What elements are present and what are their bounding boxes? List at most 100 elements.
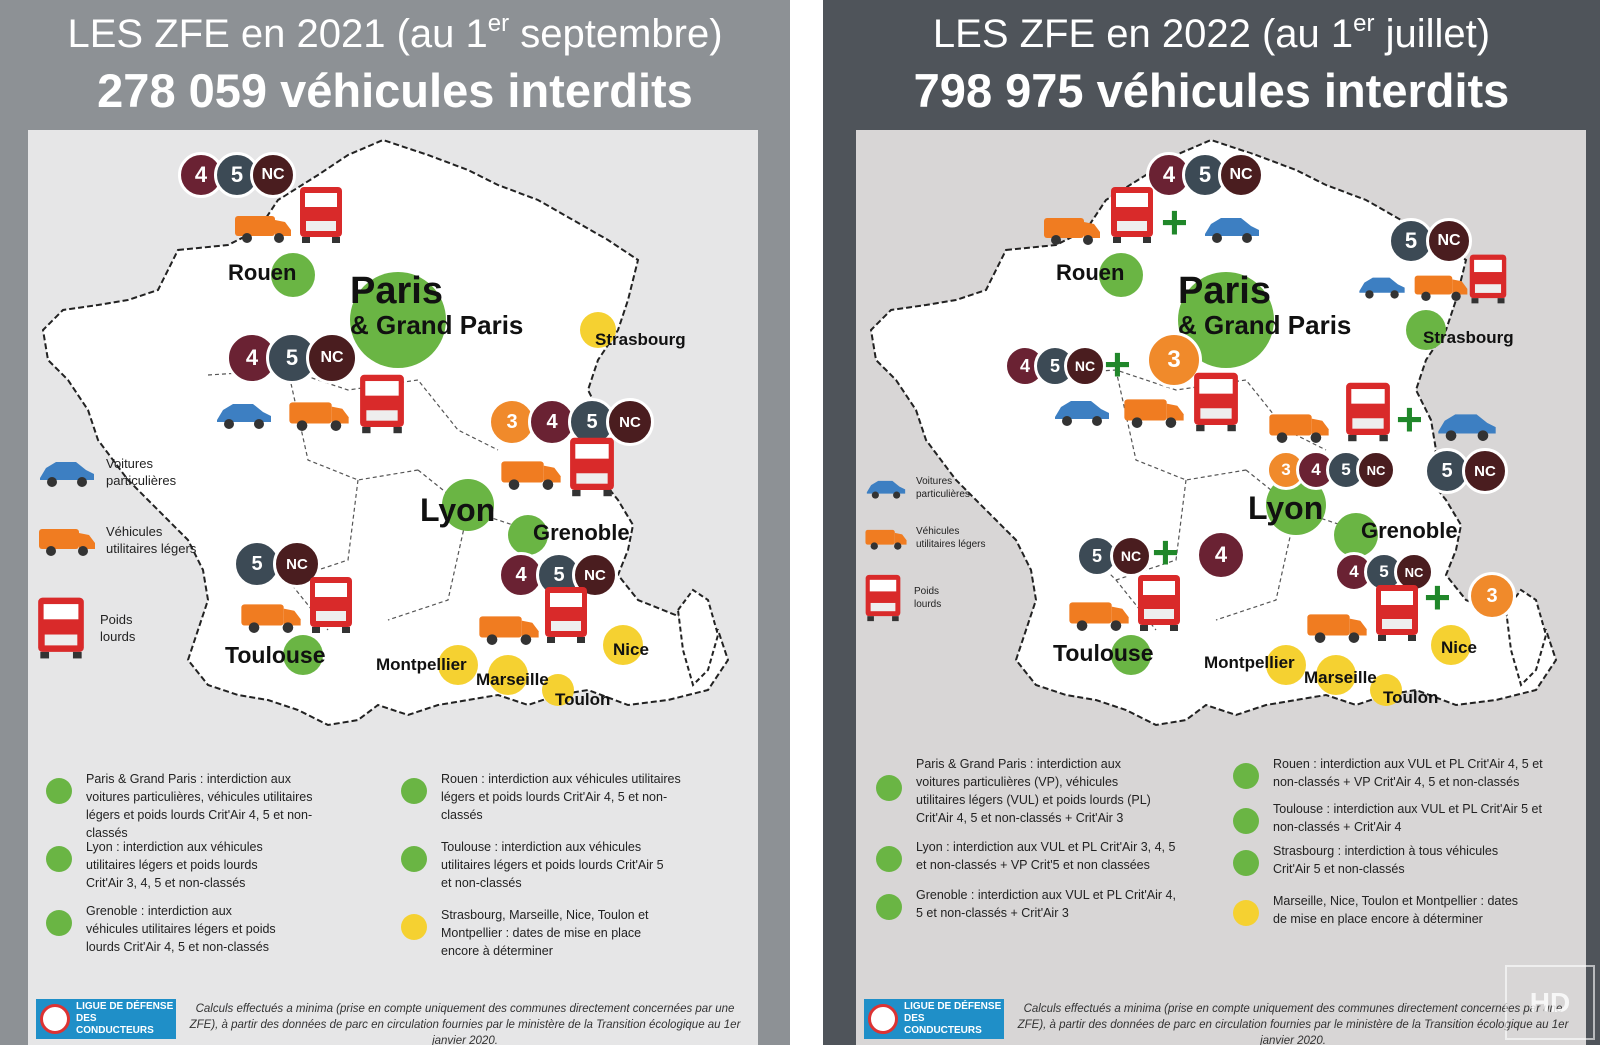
green-dot <box>401 778 427 804</box>
legend-item-grenoble: Grenoble : interdiction aux véhicules ut… <box>46 902 286 956</box>
critair-nc-badge: NC <box>306 332 358 384</box>
city-grand-paris: & Grand Paris <box>350 310 524 340</box>
van-icon <box>1124 399 1184 428</box>
zone-strasbourg <box>1406 310 1446 350</box>
legend-text: Toulouse : interdiction aux VUL et PL Cr… <box>1273 802 1542 834</box>
zone-toulouse <box>283 635 323 675</box>
car-icon <box>866 480 906 499</box>
legend-text: Grenoble : interdiction aux véhicules ut… <box>86 904 276 954</box>
car-icon <box>217 404 271 429</box>
title-suffix: juillet) <box>1374 12 1491 56</box>
critair-3-badge: 3 <box>488 398 536 446</box>
car-icon <box>1438 414 1496 441</box>
truck-icon <box>1138 575 1180 631</box>
city-rouen: Rouen <box>228 260 297 285</box>
zone-paris <box>350 272 446 368</box>
van-icon <box>1044 218 1100 245</box>
city-grenoble: Grenoble <box>1361 518 1458 543</box>
van-icon <box>1269 414 1329 443</box>
title-sup: er <box>487 10 510 37</box>
legend-text: Grenoble : interdiction aux VUL et PL Cr… <box>916 888 1176 920</box>
zone-grenoble <box>508 515 548 555</box>
van-icon <box>241 604 301 633</box>
green-dot <box>876 846 902 872</box>
legend-item-lyon: Lyon : interdiction aux véhicules utilit… <box>46 838 266 892</box>
legend-item-toulouse: Toulouse : interdiction aux véhicules ut… <box>401 838 671 892</box>
green-dot <box>46 910 72 936</box>
critair-3-badge: 3 <box>1468 572 1516 620</box>
footer: Ligue de défense des conducteurs Calculs… <box>856 995 1586 1045</box>
zone-montpellier <box>438 645 478 685</box>
subtitle-2021: 278 059 véhicules interdits <box>97 64 693 117</box>
legend-vans-label: Véhicules utilitaires légers <box>916 526 986 550</box>
car-icon <box>40 462 94 487</box>
city-grand-paris: & Grand Paris <box>1178 310 1352 340</box>
zone-toulon <box>1370 674 1402 706</box>
car-icon <box>1205 218 1259 243</box>
truck-icon <box>1346 382 1390 442</box>
truck-icon <box>360 374 404 434</box>
legend-item-rouen: Rouen : interdiction aux véhicules utili… <box>401 770 691 824</box>
city-rouen: Rouen <box>1056 260 1125 285</box>
zone-nice <box>1431 625 1471 665</box>
legend-text: Lyon : interdiction aux VUL et PL Crit'A… <box>916 840 1176 872</box>
critair-nc-badge: NC <box>1110 535 1152 577</box>
truck-icon <box>1111 187 1153 243</box>
city-toulouse: Toulouse <box>1053 640 1154 666</box>
legend-text: Lyon : interdiction aux véhicules utilit… <box>86 840 263 890</box>
legend-text: Rouen : interdiction aux véhicules utili… <box>441 772 681 822</box>
green-dot <box>876 775 902 801</box>
green-dot <box>46 846 72 872</box>
logo-text: Ligue de défense des conducteurs <box>76 1001 174 1036</box>
legend-cars-label: Voitures particulières <box>916 476 970 500</box>
zone-rouen <box>1099 253 1143 297</box>
zone-lyon <box>1266 475 1326 535</box>
green-dot <box>401 846 427 872</box>
green-dot <box>1233 850 1259 876</box>
city-nice: Nice <box>1441 638 1477 657</box>
legend-text: Marseille, Nice, Toulon et Montpellier :… <box>1273 894 1519 926</box>
city-paris: Paris <box>350 270 443 312</box>
zone-toulouse <box>1111 635 1151 675</box>
title-sup: er <box>1353 10 1375 37</box>
critair-3-badge: 3 <box>1146 332 1202 388</box>
yellow-dot <box>401 914 427 940</box>
van-icon <box>865 529 907 550</box>
city-toulon: Toulon <box>555 690 611 709</box>
truck-icon <box>865 574 901 622</box>
critair-4-badge: 4 <box>1196 530 1246 580</box>
truck-icon <box>570 437 614 497</box>
legend-item-rouen: Rouen : interdiction aux VUL et PL Crit'… <box>1233 755 1553 791</box>
city-lyon: Lyon <box>1248 490 1324 526</box>
critair-nc-badge: NC <box>1356 450 1396 490</box>
subtitle-2022: 798 975 véhicules interdits <box>913 64 1510 117</box>
zone-lyon <box>442 479 494 531</box>
title-text: LES ZFE en 2021 (au 1 <box>67 12 488 56</box>
city-grenoble: Grenoble <box>533 520 630 545</box>
zone-paris <box>1178 272 1274 368</box>
legend-text: Rouen : interdiction aux VUL et PL Crit'… <box>1273 757 1543 789</box>
title-2021: LES ZFE en 2021 (au 1er septembre) <box>0 10 790 57</box>
city-strasbourg: Strasbourg <box>1423 328 1514 347</box>
van-icon <box>1414 275 1468 302</box>
van-icon <box>1307 614 1367 643</box>
van-icon <box>1069 602 1129 631</box>
legend-text: Paris & Grand Paris : interdiction aux v… <box>916 757 1151 825</box>
legend-text: Toulouse : interdiction aux véhicules ut… <box>441 840 664 890</box>
zone-marseille <box>488 655 528 695</box>
panel-2022: LES ZFE en 2022 (au 1er juillet) 798 975… <box>823 0 1600 1045</box>
title-text: LES ZFE en 2022 (au 1 <box>932 12 1354 56</box>
city-toulouse: Toulouse <box>225 642 326 668</box>
critair-nc-badge: NC <box>1426 218 1472 264</box>
city-lyon: Lyon <box>420 492 496 528</box>
yellow-dot <box>1233 900 1259 926</box>
truck-icon <box>1469 254 1507 304</box>
plus-icon: + <box>1396 393 1423 445</box>
legend-trucks-label: Poids lourds <box>100 612 136 644</box>
city-paris: Paris <box>1178 270 1271 312</box>
title-suffix: septembre) <box>509 12 723 56</box>
zone-strasbourg <box>580 312 616 348</box>
van-icon <box>235 216 291 243</box>
truck-icon <box>545 587 587 643</box>
zone-montpellier <box>1266 645 1306 685</box>
